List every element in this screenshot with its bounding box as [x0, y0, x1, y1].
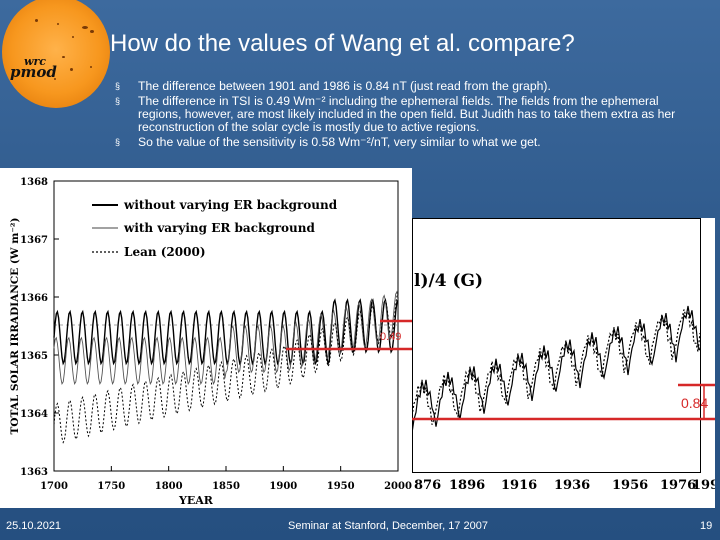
- series-lean: [53, 294, 399, 444]
- annotation-084: 0.84: [412, 383, 715, 421]
- series-dotted: [411, 309, 701, 425]
- series-solid: [411, 305, 701, 434]
- y-axis-label: TOTAL SOLAR IRRADIANCE (W m⁻²): [9, 218, 21, 435]
- pmod-wrc-logo: wrc pmod: [10, 55, 57, 81]
- x-tick-label: 1896: [449, 478, 485, 493]
- annotation-label: 0.84: [681, 395, 708, 411]
- footer-date: 25.10.2021: [6, 520, 62, 532]
- x-tick-label: 1916: [501, 478, 537, 493]
- x-tick-label: 1956: [612, 478, 648, 493]
- y-tick-label: 1366: [20, 293, 48, 304]
- sunspot: [70, 68, 73, 71]
- x-tick-label: 1800: [155, 481, 183, 492]
- y-tick-label: 1364: [20, 409, 48, 420]
- x-tick-label: 1850: [212, 481, 240, 492]
- footer-page-number: 19: [700, 520, 713, 532]
- sunspot: [72, 36, 74, 38]
- bullet-glyph: §: [115, 81, 121, 91]
- x-tick-label: 2000: [384, 481, 412, 492]
- footer-center: Seminar at Stanford, December, 17 2007: [288, 520, 488, 532]
- legend: without varying ER background with varyi…: [92, 198, 338, 259]
- y-tick-label: 1363: [20, 467, 48, 478]
- slide-title: How do the values of Wang et al. compare…: [110, 30, 575, 57]
- bullet-item: § The difference between 1901 and 1986 is…: [115, 79, 551, 93]
- bullet-item: § The difference in TSI is 0.49 Wm⁻² incl…: [115, 94, 676, 134]
- sunspot: [90, 66, 92, 68]
- x-tick-label: 1976: [660, 478, 696, 493]
- tsi-chart: 1700 1750 1800 1850 1900 1950 2000 1363 1364 1365…: [0, 168, 412, 508]
- x-tick-label: 1900: [269, 481, 297, 492]
- sunspot: [54, 78, 56, 80]
- chart-title-fragment: l)/4 (G): [414, 271, 483, 291]
- y-tick-label: 1365: [20, 351, 48, 362]
- x-tick-label: 1700: [40, 481, 68, 492]
- x-tick-label: 1996: [692, 478, 715, 493]
- sun-image: [2, 0, 110, 108]
- plot-frame: [412, 218, 701, 473]
- legend-label-without-er: without varying ER background: [123, 198, 338, 212]
- x-tick-label: 1750: [97, 481, 125, 492]
- legend-label-lean: Lean (2000): [124, 245, 206, 259]
- x-tick-label: 876: [414, 478, 441, 493]
- sunspot: [90, 30, 94, 33]
- open-field-chart: l)/4 (G) 876 1896 1916 1936 1956 19761996 0.8…: [411, 218, 720, 508]
- annotation-049: 0.49: [286, 319, 412, 351]
- legend-label-with-er: with varying ER background: [123, 221, 315, 235]
- x-tick-label: 1936: [554, 478, 590, 493]
- open-field-chart-svg: l)/4 (G) 876 1896 1916 1936 1956 19761996 0.8…: [411, 218, 720, 493]
- x-axis-label: YEAR: [178, 494, 214, 507]
- sunspot: [57, 23, 59, 25]
- y-tick-label: 1367: [20, 235, 48, 246]
- bullet-item: § So the value of the sensitivity is 0.58…: [115, 135, 541, 149]
- annotation-label: 0.49: [380, 331, 401, 343]
- y-tick-label: 1368: [20, 177, 48, 188]
- bullet-list: § The difference between 1901 and 1986 is…: [115, 80, 695, 151]
- sunspot: [82, 26, 88, 29]
- x-tick-label: 1950: [327, 481, 355, 492]
- series-without-er: [53, 298, 399, 366]
- bullet-glyph: §: [115, 137, 121, 147]
- sunspot: [62, 56, 65, 58]
- series-with-er: [53, 290, 399, 386]
- bullet-glyph: §: [115, 96, 121, 106]
- tsi-chart-svg: 1700 1750 1800 1850 1900 1950 2000 1363 1364 1365…: [9, 177, 412, 507]
- sunspot: [35, 19, 38, 22]
